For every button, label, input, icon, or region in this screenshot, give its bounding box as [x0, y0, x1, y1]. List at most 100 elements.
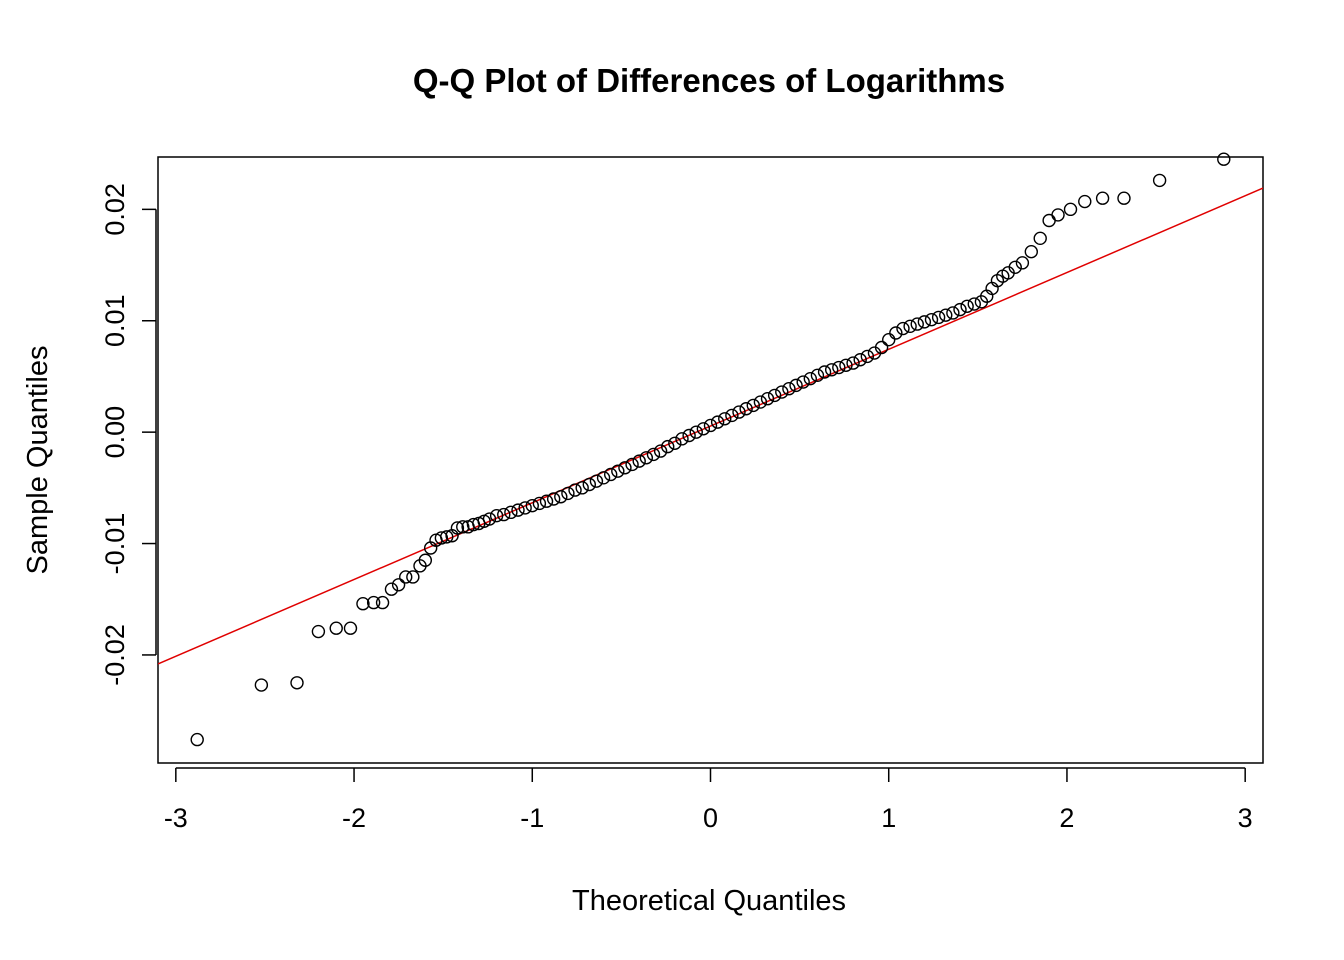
data-point — [1217, 152, 1231, 166]
data-point — [568, 483, 582, 497]
data-point — [406, 570, 420, 584]
y-axis: -0.02 -0.01 0.00 0.01 0.02 — [100, 183, 157, 686]
data-point — [718, 412, 732, 426]
data-point — [661, 439, 675, 454]
data-point — [896, 321, 910, 336]
reference-line — [158, 187, 1263, 665]
data-point — [889, 326, 903, 340]
x-axis-label: Theoretical Quantiles — [572, 885, 846, 917]
data-point — [782, 382, 796, 396]
x-tick-label: 1 — [881, 803, 896, 833]
x-tick-label: 0 — [703, 803, 718, 833]
data-point — [839, 358, 853, 373]
data-point — [1152, 173, 1167, 188]
data-point — [546, 492, 561, 506]
data-point — [689, 425, 703, 439]
data-point — [903, 319, 917, 334]
data-point — [767, 388, 782, 403]
y-axis-label: Sample Quantiles — [22, 346, 54, 575]
data-point — [625, 457, 639, 472]
data-point — [456, 520, 470, 534]
data-point — [525, 498, 539, 513]
reference-line-group — [158, 187, 1263, 665]
data-point — [582, 477, 597, 492]
data-point — [561, 486, 575, 501]
data-point — [1095, 191, 1110, 205]
y-tick-label: 0.00 — [100, 406, 130, 459]
data-point — [853, 353, 867, 367]
data-point — [931, 310, 946, 325]
data-point — [1008, 260, 1022, 274]
data-point — [832, 360, 846, 375]
data-point — [1078, 194, 1092, 209]
data-point — [1024, 244, 1039, 259]
data-point — [882, 332, 896, 347]
data-point — [603, 467, 618, 482]
data-point — [618, 461, 632, 475]
x-tick-label: -3 — [164, 803, 188, 833]
data-point — [732, 405, 746, 419]
data-point — [874, 340, 889, 355]
y-tick-label: 0.01 — [100, 294, 130, 347]
data-point — [440, 530, 454, 544]
data-point — [760, 392, 775, 406]
data-point — [554, 490, 568, 504]
data-point — [329, 621, 343, 635]
x-axis: -3 -2 -1 0 1 2 3 — [164, 767, 1253, 833]
data-point — [589, 474, 604, 488]
data-point — [504, 505, 518, 520]
data-point — [846, 356, 860, 370]
data-point — [532, 496, 547, 511]
data-point — [611, 464, 625, 478]
data-point — [803, 371, 818, 386]
data-point — [356, 597, 370, 611]
x-tick-label: 3 — [1238, 803, 1253, 833]
data-point — [539, 494, 554, 508]
data-point — [384, 582, 399, 596]
data-point — [939, 308, 953, 322]
data-point — [391, 578, 406, 592]
data-point — [489, 508, 504, 523]
y-tick-label: 0.02 — [100, 183, 130, 236]
data-point — [960, 299, 974, 313]
data-point — [290, 676, 304, 690]
data-point — [789, 378, 803, 393]
data-point — [450, 521, 465, 535]
data-point — [924, 312, 939, 327]
data-point — [817, 365, 832, 379]
data-point — [824, 363, 839, 377]
data-point — [254, 678, 269, 692]
data-point — [343, 621, 358, 635]
data-point — [796, 375, 810, 389]
data-points — [190, 152, 1231, 747]
data-point — [946, 306, 960, 320]
data-point — [1117, 191, 1131, 205]
x-tick-label: -2 — [342, 803, 366, 833]
data-point — [753, 395, 768, 409]
data-point — [434, 531, 449, 545]
data-point — [1063, 202, 1078, 217]
data-point — [917, 315, 932, 329]
data-point — [967, 297, 981, 311]
data-point — [518, 501, 532, 515]
data-point — [860, 349, 875, 364]
data-point — [366, 595, 381, 610]
chart-title: Q-Q Plot of Differences of Logarithms — [413, 62, 1005, 99]
data-point — [739, 402, 753, 416]
data-point — [725, 408, 739, 423]
data-point — [682, 428, 696, 443]
data-point — [746, 398, 760, 413]
data-point — [497, 507, 511, 522]
x-tick-label: -1 — [520, 803, 544, 833]
data-point — [1051, 208, 1065, 222]
x-tick-label: 2 — [1059, 803, 1074, 833]
y-tick-label: -0.02 — [100, 624, 130, 686]
data-point — [775, 385, 789, 399]
data-point — [575, 481, 589, 495]
data-point — [311, 624, 326, 639]
data-point — [668, 436, 682, 450]
data-point — [653, 444, 668, 458]
data-point — [910, 317, 924, 331]
data-point — [190, 732, 204, 747]
